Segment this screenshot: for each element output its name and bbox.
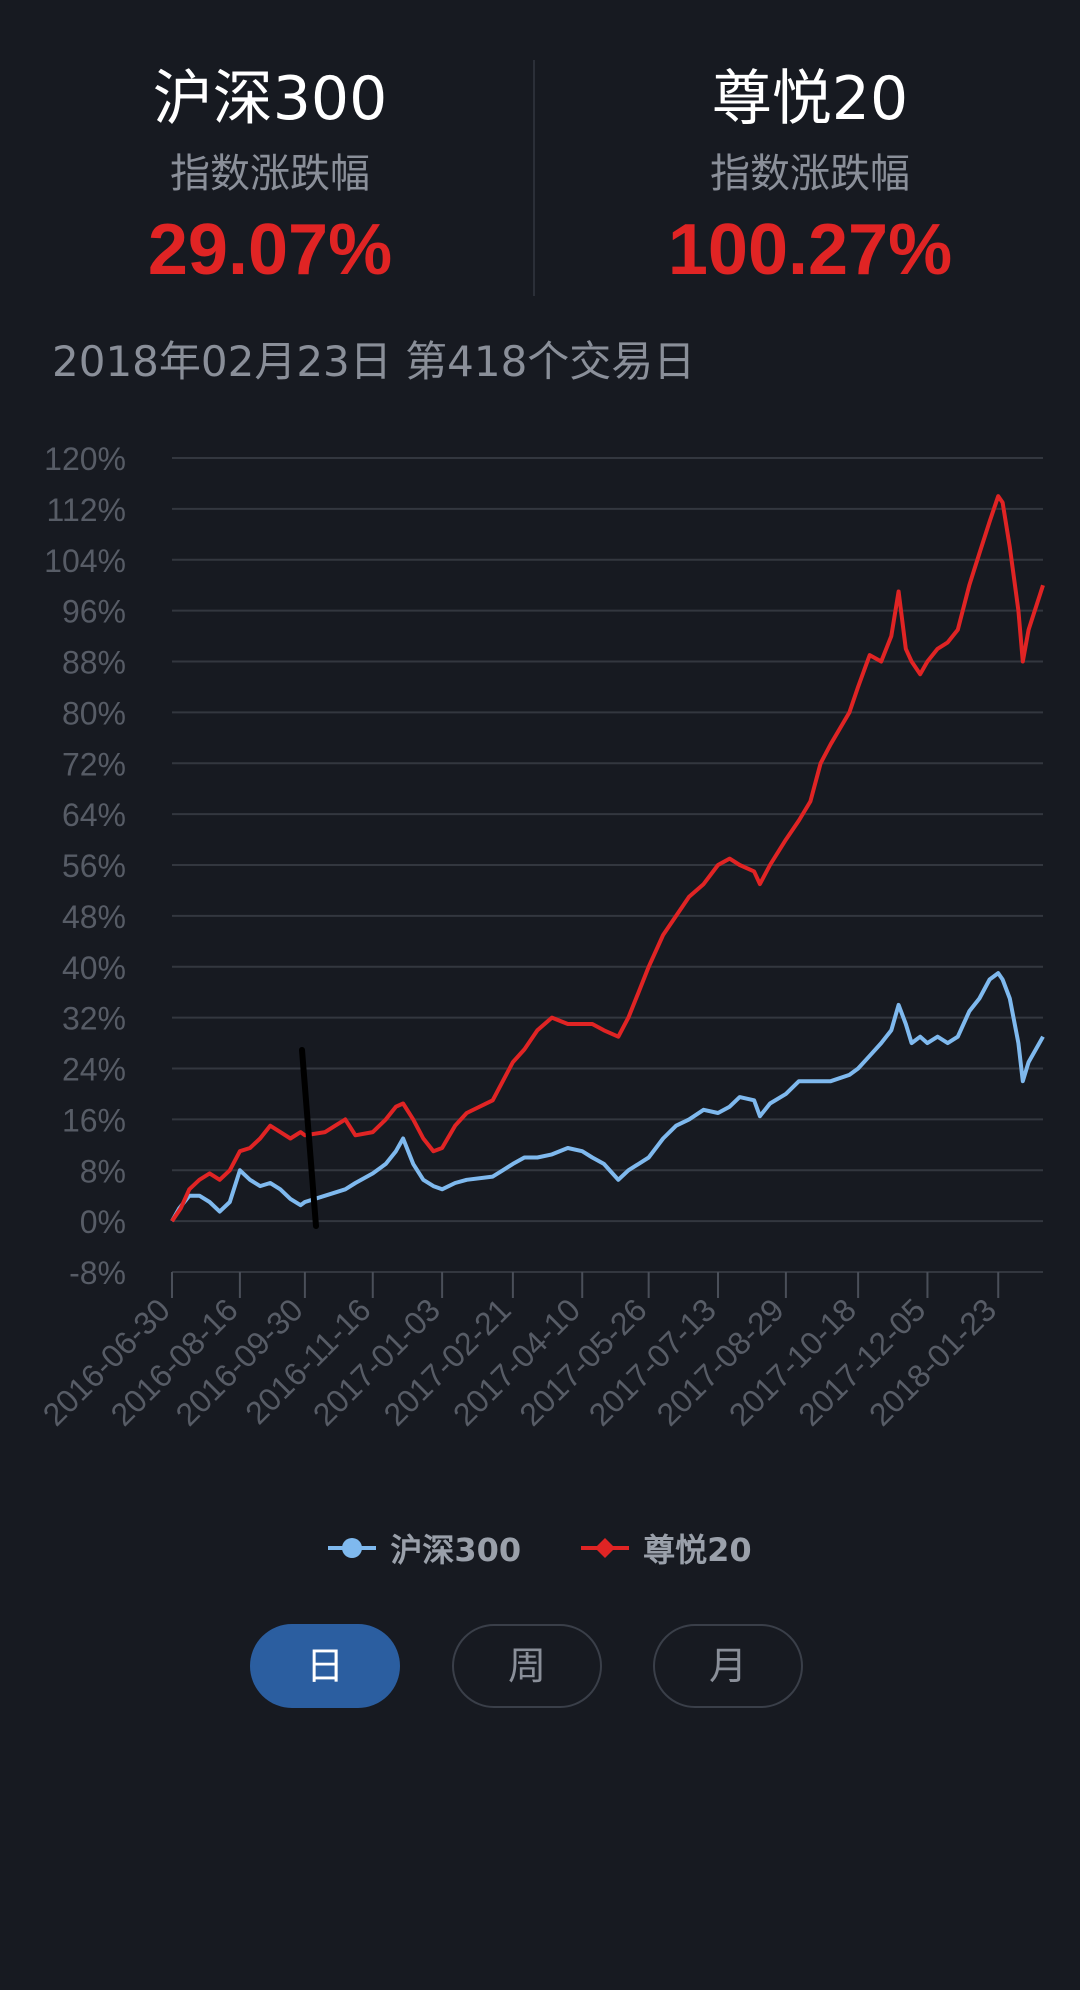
y-tick-label: 112% [47,492,126,528]
y-tick-label: 56% [62,848,126,884]
stat-subtitle: 指数涨跌幅 [170,151,370,197]
period-month-button[interactable]: 月 [653,1624,803,1708]
y-tick-label: 120% [44,441,126,477]
series-line-1 [170,494,1045,1223]
period-week-button[interactable]: 周 [452,1624,602,1708]
y-tick-label: 40% [62,950,126,986]
y-tick-label: 80% [62,695,126,731]
stat-name: 沪深300 [152,64,388,134]
period-day-button[interactable]: 日 [250,1624,400,1708]
y-tick-label: 24% [62,1052,126,1088]
y-tick-label: 72% [62,746,126,782]
cursor-stroke [299,1047,319,1229]
series-line-0 [170,971,1045,1223]
chart-legend: 沪深300 尊悦20 [0,1520,1080,1576]
stats-divider [533,60,535,296]
y-tick-label: 88% [62,645,126,681]
performance-chart[interactable]: 120% 112% 104% 96% 88% 80% 72% 64% 56% 48% 40% 32% 2… [0,430,1080,1480]
trading-date-label: 2018年02月23日 第418个交易日 [52,337,696,386]
y-tick-label: 8% [80,1153,126,1189]
legend-label: 尊悦20 [643,1531,752,1569]
y-tick-label: 48% [62,899,126,935]
stat-subtitle: 指数涨跌幅 [710,151,910,197]
legend-item-zunyue20[interactable]: 尊悦20 [581,1525,752,1571]
y-tick-label: 64% [62,797,126,833]
y-tick-label: 104% [44,543,126,579]
stat-zunyue20: 尊悦20 指数涨跌幅 100.27% [540,60,1080,292]
y-tick-label: 96% [62,594,126,630]
legend-label: 沪深300 [390,1531,522,1569]
y-tick-label: -8% [69,1255,126,1291]
y-tick-label: 0% [80,1204,126,1240]
legend-item-hs300[interactable]: 沪深300 [328,1525,521,1571]
stat-hs300: 沪深300 指数涨跌幅 29.07% [0,60,540,292]
stat-value: 29.07% [147,210,393,290]
stat-value: 100.27% [667,210,953,290]
diamond-line-icon [581,1538,630,1558]
stat-name: 尊悦20 [711,64,909,134]
y-tick-label: 32% [62,1001,126,1037]
stats-panel: 沪深300 指数涨跌幅 29.07% 尊悦20 指数涨跌幅 100.27% [0,0,1080,310]
circle-line-icon [328,1538,377,1558]
period-selector: 日 周 月 [0,1624,1080,1708]
y-tick-label: 16% [62,1102,126,1138]
